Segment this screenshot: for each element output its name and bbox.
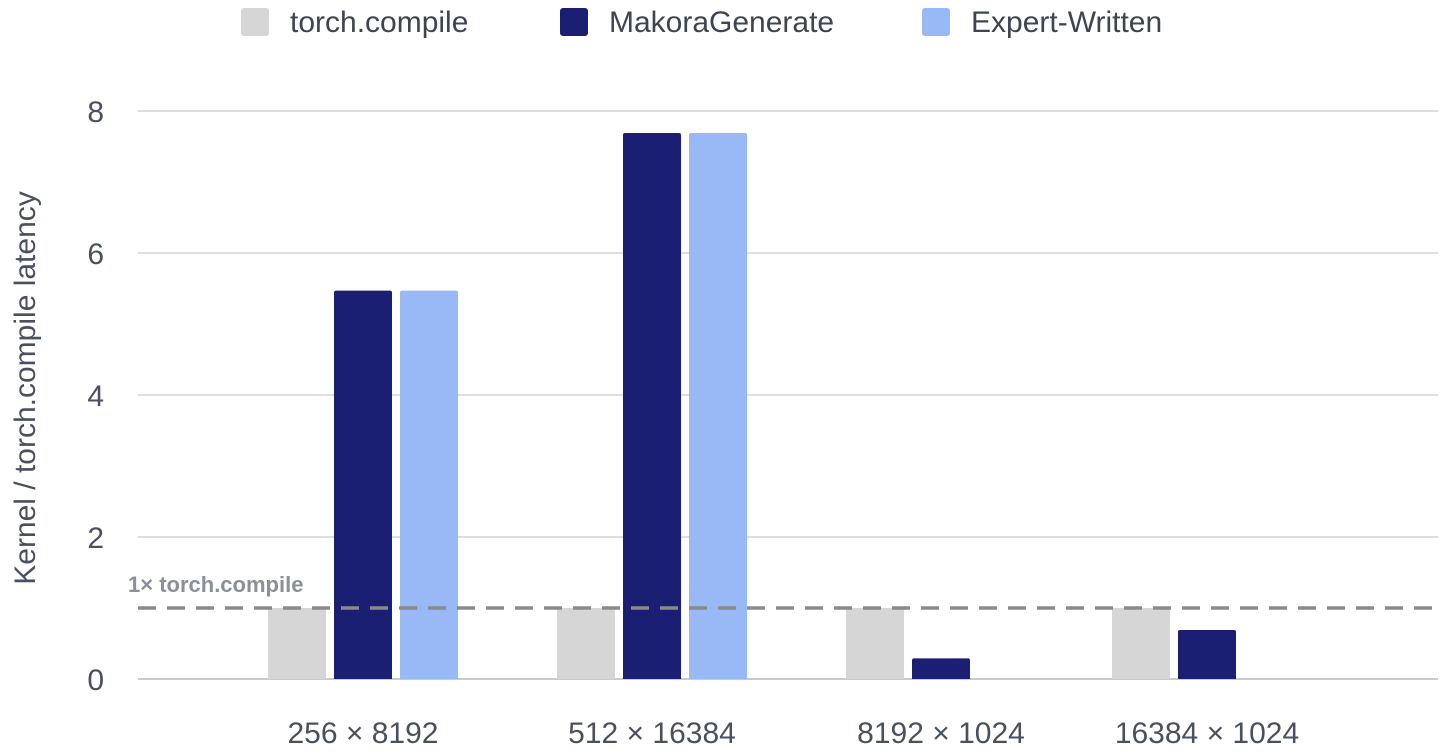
legend-swatch — [922, 8, 950, 36]
bar-expert-written — [689, 133, 747, 679]
legend: torch.compile MakoraGenerate Expert-Writte… — [241, 6, 1162, 39]
legend-label: MakoraGenerate — [609, 6, 834, 39]
legend-label: torch.compile — [290, 6, 468, 39]
gridlines — [138, 110, 1438, 680]
y-tick-label: 6 — [87, 238, 104, 271]
reference-line-label: 1× torch.compile — [128, 572, 303, 597]
bar-makoragenerate — [334, 290, 392, 679]
y-tick-label: 2 — [87, 522, 104, 555]
bar-makoragenerate — [912, 658, 970, 679]
reference-line-group: 1× torch.compile — [128, 572, 1438, 610]
bars — [268, 133, 1236, 679]
x-tick-label: 512 × 16384 — [568, 717, 736, 750]
legend-swatch — [560, 8, 588, 36]
bar-torch-compile — [268, 608, 326, 679]
x-tick-label: 256 × 8192 — [288, 717, 439, 750]
legend-swatch — [241, 8, 269, 36]
bar-makoragenerate — [623, 133, 681, 679]
x-axis-ticks: 256 × 8192 512 × 16384 8192 × 1024 16384 × … — [288, 717, 1300, 750]
y-axis-ticks: 0 2 4 6 8 — [87, 96, 104, 697]
bar-expert-written — [400, 290, 458, 679]
bar-torch-compile — [557, 608, 615, 679]
bar-torch-compile — [846, 608, 904, 679]
x-tick-label: 16384 × 1024 — [1115, 717, 1299, 750]
x-tick-label: 8192 × 1024 — [857, 717, 1025, 750]
legend-label: Expert-Written — [971, 6, 1162, 39]
y-axis-title: Kernel / torch.compile latency — [9, 191, 42, 585]
y-tick-label: 8 — [87, 96, 104, 129]
y-tick-label: 0 — [87, 664, 104, 697]
y-tick-label: 4 — [87, 380, 104, 413]
bar-makoragenerate — [1178, 630, 1236, 679]
bar-torch-compile — [1112, 608, 1170, 679]
